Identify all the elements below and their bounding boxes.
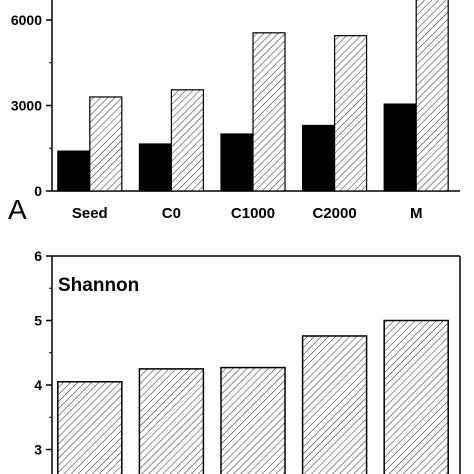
bar	[220, 366, 286, 474]
x-category-label: C0	[162, 205, 181, 222]
y-tick-label: 3000	[11, 98, 42, 114]
bar	[383, 319, 449, 474]
bar	[138, 368, 205, 474]
panel-b-chart: 3 4 5 6 Shannon	[34, 248, 461, 474]
x-category-label: C1000	[231, 205, 275, 222]
bar-series-2	[334, 35, 368, 192]
chart-title: Shannon	[58, 275, 139, 296]
panel-a-chart: 0 3000 6000 Seed C0 C1000 C2000 M A	[8, 0, 460, 225]
bar-series-1	[220, 133, 254, 192]
bar-series-1	[302, 124, 336, 192]
y-tick-label: 6	[34, 248, 42, 264]
panel-label: A	[8, 194, 27, 225]
y-tick-label: 5	[34, 313, 42, 329]
bar-series-2	[170, 89, 204, 192]
bar-series-2	[252, 32, 286, 192]
bar-series-2	[89, 96, 123, 192]
y-tick-label: 6000	[11, 12, 42, 28]
bar	[301, 335, 368, 474]
x-category-label: M	[410, 205, 423, 222]
bar-series-1	[57, 150, 91, 192]
y-tick-label: 0	[34, 183, 42, 199]
bar-series-1	[383, 103, 417, 192]
bar	[57, 381, 123, 474]
bar-series-2	[415, 0, 449, 192]
y-tick-label: 4	[34, 377, 42, 393]
x-category-label: C2000	[312, 205, 356, 222]
y-tick-label: 3	[34, 442, 42, 458]
x-category-label: Seed	[72, 205, 108, 222]
bar-series-1	[138, 143, 172, 192]
